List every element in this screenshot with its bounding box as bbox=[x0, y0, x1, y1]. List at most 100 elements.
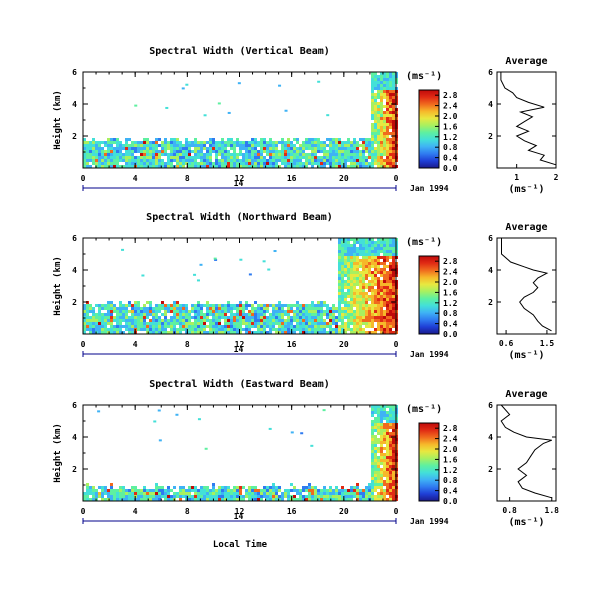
heatmap-cell bbox=[386, 483, 389, 486]
heatmap-cell bbox=[110, 159, 113, 162]
heatmap-cell bbox=[104, 486, 107, 489]
heatmap-cell bbox=[380, 322, 383, 325]
heatmap-cell bbox=[392, 411, 395, 414]
heatmap-cell bbox=[350, 253, 353, 256]
heatmap-cell bbox=[332, 319, 335, 322]
heatmap-cell bbox=[374, 447, 377, 450]
heatmap-cell bbox=[392, 489, 395, 492]
heatmap-cell bbox=[380, 498, 383, 501]
heatmap-cell bbox=[215, 150, 218, 153]
heatmap-cell bbox=[128, 304, 131, 307]
heatmap-cell bbox=[170, 325, 173, 328]
heatmap-cell bbox=[209, 159, 212, 162]
heatmap-cell bbox=[374, 405, 377, 408]
heatmap-cell bbox=[335, 153, 338, 156]
heatmap-cell bbox=[374, 87, 377, 90]
heatmap-cell bbox=[149, 147, 152, 150]
heatmap-cell bbox=[338, 244, 341, 247]
heatmap-cell bbox=[116, 495, 119, 498]
heatmap-cell bbox=[266, 322, 269, 325]
heatmap-cell bbox=[353, 241, 356, 244]
heatmap-cell bbox=[290, 310, 293, 313]
heatmap-cell bbox=[332, 304, 335, 307]
heatmap-cell bbox=[248, 153, 251, 156]
heatmap-cell bbox=[269, 319, 272, 322]
heatmap-cell bbox=[374, 441, 377, 444]
heatmap-cell bbox=[209, 141, 212, 144]
heatmap-cell bbox=[251, 141, 254, 144]
heatmap-cell bbox=[368, 483, 371, 486]
heatmap-cell bbox=[224, 328, 227, 331]
x-tick-label: 8 bbox=[185, 507, 190, 516]
heatmap-cell bbox=[262, 260, 266, 263]
heatmap-cell bbox=[350, 250, 353, 253]
heatmap-cell bbox=[179, 165, 182, 168]
heatmap-cell bbox=[347, 247, 350, 250]
heatmap-cell bbox=[332, 144, 335, 147]
heatmap-cell bbox=[374, 138, 377, 141]
heatmap-cell bbox=[299, 153, 302, 156]
heatmap-cell bbox=[128, 322, 131, 325]
heatmap-cell bbox=[206, 316, 209, 319]
heatmap-cell bbox=[323, 325, 326, 328]
heatmap-cell bbox=[134, 304, 137, 307]
heatmap-cell bbox=[179, 141, 182, 144]
heatmap-cell bbox=[119, 141, 122, 144]
heatmap-cell bbox=[242, 486, 245, 489]
heatmap-cell bbox=[326, 322, 329, 325]
heatmap-cell bbox=[86, 150, 89, 153]
heatmap-cell bbox=[206, 162, 209, 165]
colorbar-tick-label: 0.4 bbox=[443, 154, 458, 163]
heatmap-cell bbox=[257, 313, 260, 316]
heatmap-cell bbox=[371, 465, 374, 468]
heatmap-cell bbox=[260, 165, 263, 168]
heatmap-cell bbox=[155, 492, 158, 495]
heatmap-cell bbox=[170, 153, 173, 156]
heatmap-cell bbox=[248, 313, 251, 316]
heatmap-cell bbox=[380, 141, 383, 144]
heatmap-cell bbox=[104, 322, 107, 325]
heatmap-cell bbox=[149, 301, 152, 304]
heatmap-cell bbox=[371, 256, 374, 259]
heatmap-cell bbox=[371, 438, 374, 441]
heatmap-cell bbox=[356, 241, 359, 244]
heatmap-cell bbox=[236, 307, 239, 310]
heatmap-cell bbox=[371, 108, 374, 111]
heatmap-cell bbox=[203, 156, 206, 159]
heatmap-cell bbox=[386, 456, 389, 459]
heatmap-cell bbox=[185, 153, 188, 156]
heatmap-cell bbox=[380, 328, 383, 331]
heatmap-cell bbox=[92, 495, 95, 498]
heatmap-cell bbox=[152, 153, 155, 156]
heatmap-cell bbox=[359, 328, 362, 331]
heatmap-cell bbox=[290, 153, 293, 156]
average-y-tick-label: 4 bbox=[488, 100, 493, 109]
heatmap-cell bbox=[236, 141, 239, 144]
x-tick-label: 4 bbox=[133, 507, 138, 516]
heatmap-cell bbox=[380, 310, 383, 313]
heatmap-cell bbox=[257, 141, 260, 144]
heatmap-cell bbox=[386, 153, 389, 156]
y-tick-label: 4 bbox=[72, 433, 77, 442]
heatmap-cell bbox=[383, 93, 386, 96]
heatmap-cell bbox=[281, 498, 284, 501]
heatmap-cell bbox=[353, 256, 356, 259]
heatmap-cell bbox=[380, 283, 383, 286]
x-axis-label: Local Time bbox=[213, 539, 268, 550]
heatmap-cell bbox=[359, 241, 362, 244]
heatmap-cell bbox=[284, 144, 287, 147]
heatmap-cell bbox=[128, 498, 131, 501]
heatmap-cell bbox=[371, 471, 374, 474]
heatmap-cell bbox=[128, 328, 131, 331]
heatmap-cell bbox=[179, 492, 182, 495]
heatmap-cell bbox=[389, 147, 392, 150]
heatmap-cell bbox=[272, 165, 275, 168]
heatmap-cell bbox=[344, 304, 347, 307]
heatmap-cell bbox=[302, 331, 305, 334]
heatmap-cell bbox=[257, 325, 260, 328]
heatmap-cell bbox=[86, 325, 89, 328]
heatmap-cell bbox=[119, 486, 122, 489]
heatmap-cell bbox=[200, 331, 203, 334]
heatmap-cell bbox=[362, 259, 365, 262]
heatmap-cell bbox=[371, 259, 374, 262]
